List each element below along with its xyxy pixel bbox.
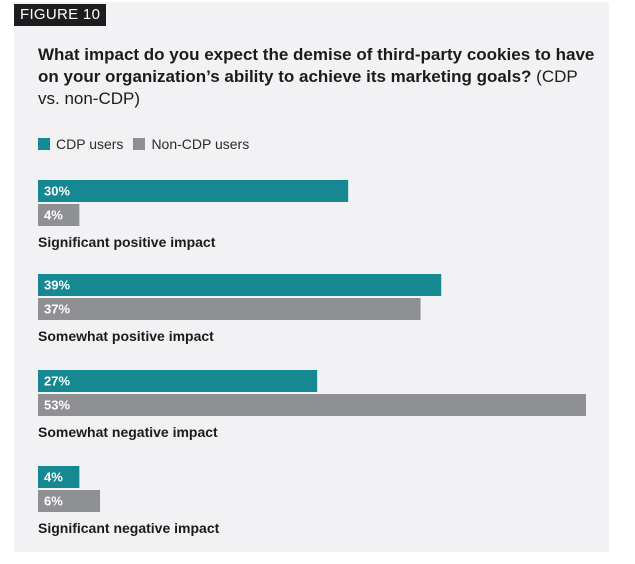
bar-cdp (38, 180, 349, 202)
data-label-non-cdp: 6% (44, 494, 63, 509)
chart-title-main: What impact do you expect the demise of … (38, 45, 595, 86)
category-label: Significant negative impact (38, 520, 220, 536)
legend: CDP users Non-CDP users (38, 136, 259, 152)
legend-label-non-cdp: Non-CDP users (151, 136, 250, 152)
bar-cdp (38, 370, 318, 392)
data-label-cdp: 39% (44, 278, 70, 293)
data-label-cdp: 27% (44, 374, 70, 389)
figure-label: FIGURE 10 (14, 4, 107, 26)
legend-swatch-cdp (38, 138, 50, 150)
data-label-cdp: 30% (44, 184, 70, 199)
data-label-non-cdp: 4% (44, 208, 63, 223)
data-label-cdp: 4% (44, 470, 63, 485)
bar-cdp (38, 466, 80, 488)
category-label: Somewhat positive impact (38, 328, 214, 344)
bar-non-cdp (38, 394, 586, 416)
category-group: 39% 37% Somewhat positive impact (38, 274, 442, 344)
bar-non-cdp (38, 298, 421, 320)
legend-item-non-cdp: Non-CDP users (133, 136, 249, 152)
bar-cdp (38, 274, 442, 296)
legend-swatch-non-cdp (133, 138, 146, 150)
category-label: Significant positive impact (38, 234, 216, 250)
bar-non-cdp (38, 490, 101, 512)
category-label: Somewhat negative impact (38, 424, 218, 440)
data-label-non-cdp: 53% (44, 398, 70, 413)
data-label-non-cdp: 37% (44, 302, 70, 317)
chart-title-sub: (CDP vs. non-CDP) (38, 67, 578, 108)
bar-non-cdp (38, 204, 80, 226)
legend-label-cdp: CDP users (56, 136, 124, 152)
category-group: 27% 53% Somewhat negative impact (38, 370, 586, 440)
chart-title: What impact do you expect the demise of … (38, 44, 598, 110)
category-group: 30% 4% Significant positive impact (38, 180, 349, 250)
category-group: 4% 6% Significant negative impact (38, 466, 220, 536)
legend-item-cdp: CDP users (38, 136, 123, 152)
